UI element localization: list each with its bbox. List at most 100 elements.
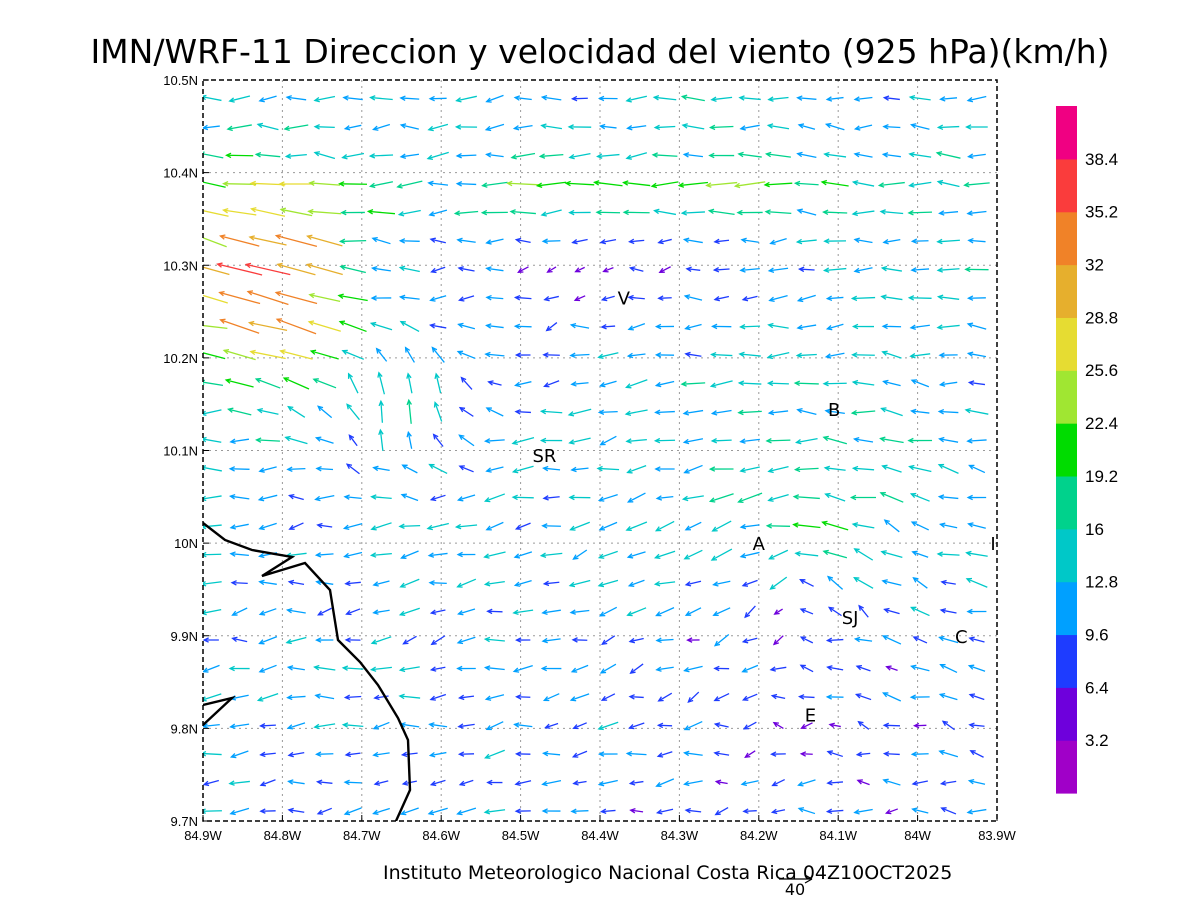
wind-vector <box>399 578 420 588</box>
wind-vector <box>203 465 222 472</box>
wind-vector <box>880 407 903 417</box>
wind-vector <box>795 238 817 245</box>
wind-vector <box>540 95 562 101</box>
wind-vector <box>276 262 316 276</box>
wind-vector <box>434 372 442 394</box>
wind-vector <box>936 238 960 245</box>
wind-vector <box>219 234 260 247</box>
wind-vector <box>710 96 733 102</box>
wind-vector <box>825 295 844 302</box>
wind-vector <box>596 153 620 159</box>
wind-vector <box>369 666 392 672</box>
wind-vector <box>457 266 475 272</box>
wind-vector <box>510 152 536 160</box>
wind-vector <box>938 635 959 644</box>
wind-vector <box>797 807 816 815</box>
wind-vector <box>400 493 419 502</box>
wind-vector <box>571 637 588 643</box>
wind-vector <box>259 722 276 729</box>
wind-vector <box>853 636 873 643</box>
wind-vector <box>406 398 412 424</box>
wind-vector <box>624 409 648 416</box>
wind-vector <box>484 123 505 132</box>
wind-vector <box>486 779 503 786</box>
wind-vector <box>881 579 902 586</box>
wind-vector <box>797 266 815 273</box>
wind-vector <box>767 267 789 273</box>
wind-vector <box>506 180 540 187</box>
wind-vector <box>683 750 703 757</box>
wind-vector <box>909 123 930 130</box>
wind-vector <box>737 151 762 158</box>
wind-vector <box>684 807 702 814</box>
colorbar-label: 12.8 <box>1085 573 1118 592</box>
wind-vector <box>344 637 361 643</box>
wind-vector <box>683 720 703 731</box>
wind-vector <box>258 522 277 531</box>
place-label: I <box>990 534 995 555</box>
wind-vector <box>628 637 644 644</box>
wind-vector <box>305 263 343 276</box>
wind-vector <box>626 125 647 131</box>
wind-vector <box>203 436 222 443</box>
wind-vector <box>279 349 313 360</box>
wind-vector <box>314 495 335 502</box>
wind-vector <box>544 722 559 729</box>
wind-vector <box>258 466 277 473</box>
wind-vector <box>458 434 475 447</box>
wind-vector <box>315 637 334 643</box>
wind-vector <box>430 635 446 646</box>
wind-vector <box>628 694 644 700</box>
wind-vector <box>626 607 647 617</box>
wind-vector <box>287 579 305 586</box>
wind-vector <box>312 378 337 389</box>
colorbar-label: 32 <box>1085 256 1104 275</box>
wind-vector <box>682 152 704 158</box>
wind-vector <box>457 608 476 616</box>
wind-vector <box>713 633 730 647</box>
wind-vector <box>707 208 735 215</box>
place-label: SJ <box>842 608 859 629</box>
wind-vector <box>967 153 986 159</box>
wind-vector <box>965 550 988 557</box>
wind-vector <box>228 494 250 500</box>
wind-vector <box>767 322 789 329</box>
wind-vector <box>344 580 361 587</box>
wind-vector <box>708 493 734 503</box>
wind-vector <box>654 409 675 416</box>
wind-vector <box>653 550 676 560</box>
wind-vector <box>825 323 844 331</box>
wind-vector <box>400 550 419 559</box>
wind-vector <box>485 407 504 417</box>
wind-vector <box>398 238 420 244</box>
wind-vector <box>275 318 317 335</box>
wind-vector <box>683 464 703 474</box>
y-tick-label: 9.7N <box>171 814 198 829</box>
y-tick-label: 10.2N <box>163 351 198 366</box>
wind-vector <box>823 151 847 158</box>
wind-vector <box>912 576 928 589</box>
wind-vector <box>203 266 230 276</box>
wind-vector <box>655 495 674 501</box>
wind-vector <box>799 608 814 615</box>
wind-vector <box>770 751 786 757</box>
wind-vector <box>625 438 647 444</box>
wind-vector <box>513 551 533 559</box>
wind-vector <box>399 320 420 332</box>
wind-vector <box>256 693 279 702</box>
wind-vector <box>737 409 762 416</box>
wind-vector <box>487 380 502 386</box>
wind-vector <box>543 380 560 388</box>
wind-vector <box>542 693 560 702</box>
colorbar-label: 3.2 <box>1085 731 1109 750</box>
wind-vector <box>655 808 674 815</box>
wind-vector <box>797 123 816 130</box>
wind-vector <box>456 665 476 672</box>
wind-vector <box>713 750 730 757</box>
wind-vector <box>456 494 476 502</box>
wind-vector <box>372 123 391 131</box>
colorbar-segment <box>1056 106 1077 160</box>
wind-vector <box>456 551 476 558</box>
wind-vector <box>851 323 874 330</box>
colorbar-label: 19.2 <box>1085 467 1118 486</box>
